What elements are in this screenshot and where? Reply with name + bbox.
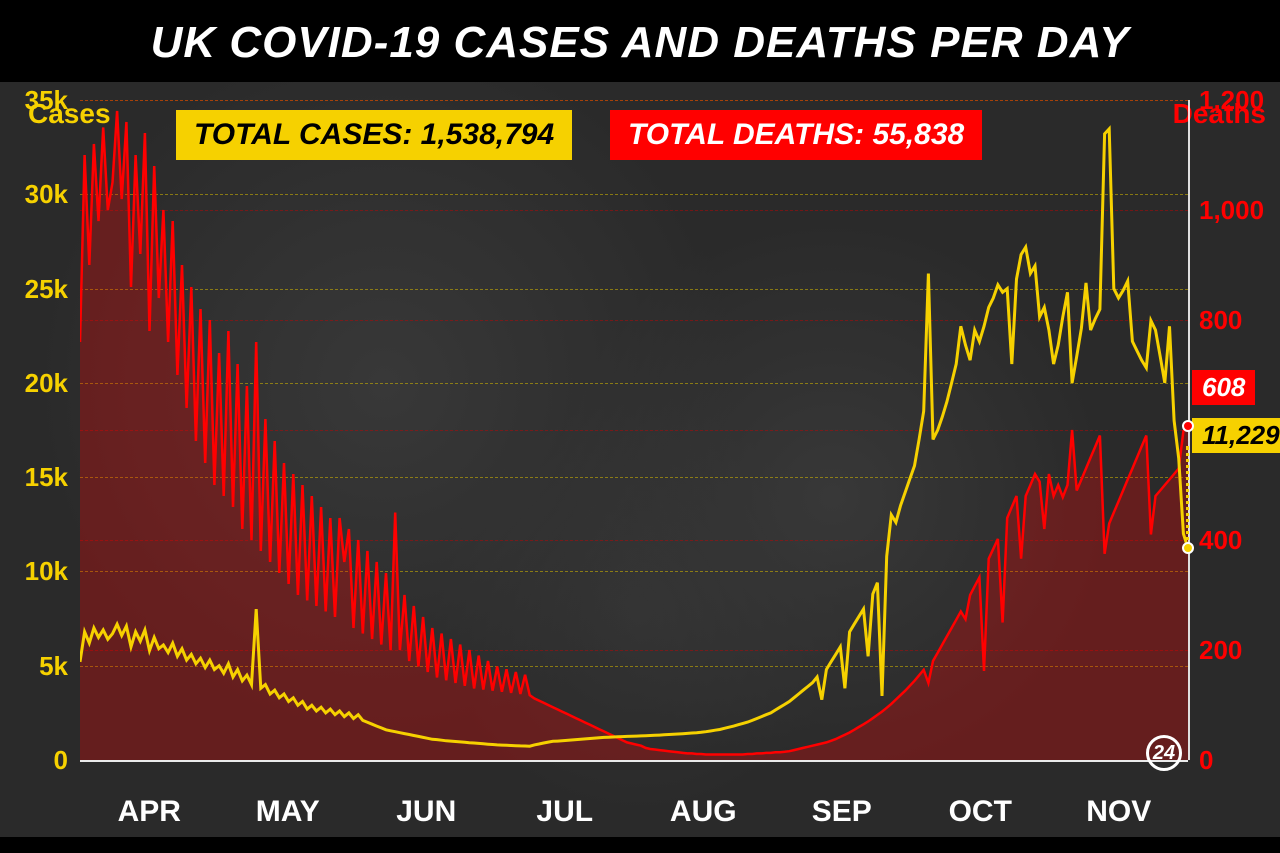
cases-end-value-badge: 11,229 bbox=[1192, 418, 1280, 453]
y-left-tick: 0 bbox=[8, 745, 68, 776]
chart-area: Cases Deaths TOTAL CASES: 1,538,794 TOTA… bbox=[0, 82, 1280, 839]
y-right-tick: 1,000 bbox=[1199, 195, 1274, 226]
y-left-tick: 35k bbox=[8, 85, 68, 116]
y-left-tick: 30k bbox=[8, 179, 68, 210]
x-tick: JUL bbox=[536, 795, 593, 829]
y-left-tick: 10k bbox=[8, 556, 68, 587]
y-right-tick: 400 bbox=[1199, 525, 1274, 556]
plot-svg bbox=[80, 100, 1188, 760]
chart-title: UK COVID-19 CASES AND DEATHS PER DAY bbox=[0, 0, 1280, 82]
x-tick: SEP bbox=[812, 795, 872, 829]
cases-end-marker bbox=[1182, 542, 1194, 554]
y-right-tick: 200 bbox=[1199, 635, 1274, 666]
x-tick: JUN bbox=[396, 795, 456, 829]
source-logo-icon: 24 bbox=[1146, 735, 1182, 771]
x-tick: AUG bbox=[670, 795, 737, 829]
deaths-end-marker bbox=[1182, 420, 1194, 432]
x-tick: MAY bbox=[256, 795, 320, 829]
y-right-tick: 800 bbox=[1199, 305, 1274, 336]
y-left-tick: 5k bbox=[8, 651, 68, 682]
x-tick: NOV bbox=[1086, 795, 1151, 829]
x-axis-baseline bbox=[80, 760, 1188, 762]
cases-connector bbox=[1186, 446, 1189, 549]
deaths-end-value-badge: 608 bbox=[1192, 370, 1255, 405]
y-right-tick: 0 bbox=[1199, 745, 1274, 776]
y-left-tick: 25k bbox=[8, 274, 68, 305]
y-left-tick: 20k bbox=[8, 368, 68, 399]
y-left-tick: 15k bbox=[8, 462, 68, 493]
y-right-tick: 1,200 bbox=[1199, 85, 1274, 116]
x-tick: APR bbox=[118, 795, 181, 829]
x-tick: OCT bbox=[949, 795, 1012, 829]
